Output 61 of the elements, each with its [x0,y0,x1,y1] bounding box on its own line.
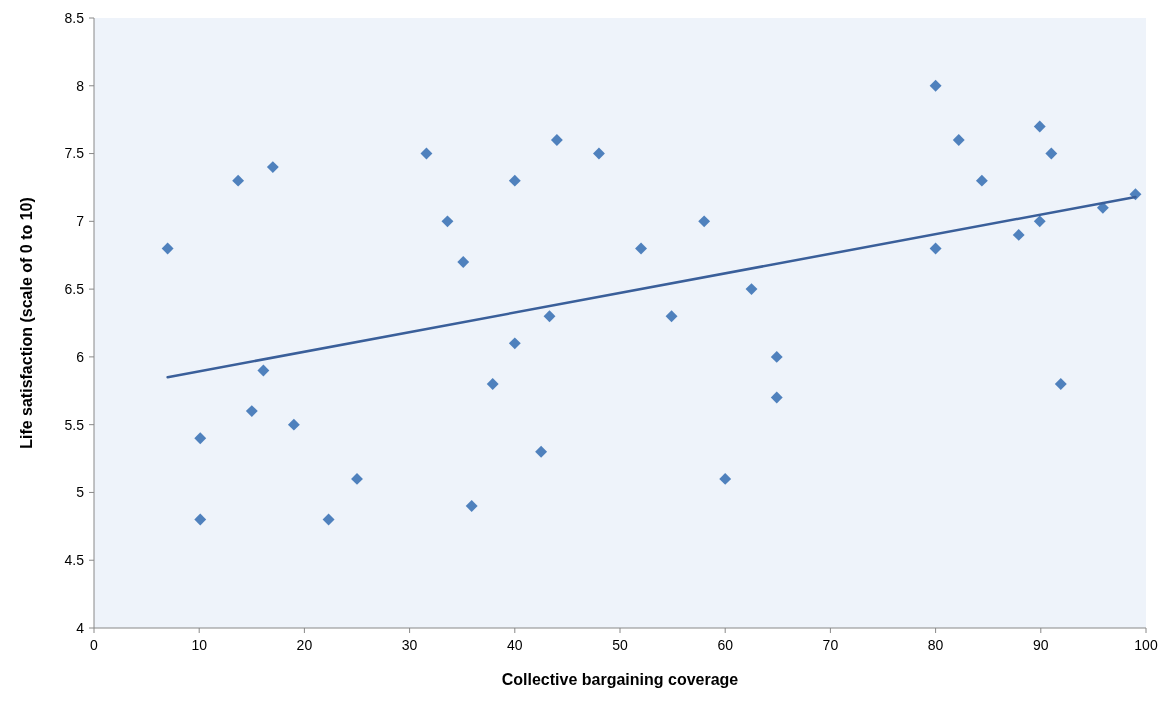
x-tick-label: 20 [296,637,313,653]
point [770,350,783,363]
point [457,256,470,268]
point [543,310,556,323]
point [952,134,965,146]
point [929,242,942,255]
point [975,174,988,187]
point [194,432,207,445]
point [698,215,711,228]
point [508,174,521,187]
point [257,364,270,377]
y-tick-label: 4.5 [64,552,85,569]
point [635,242,647,255]
point [486,378,499,390]
point [593,147,605,160]
point [550,134,563,146]
point [665,310,678,323]
point [232,174,245,187]
x-tick-label: 80 [927,637,944,653]
x-tick-label: 70 [822,637,839,653]
x-tick-label: 100 [1134,637,1158,653]
y-tick-label: 5 [76,484,85,501]
point [322,513,335,526]
x-tick-label: 30 [401,637,418,653]
point [508,337,521,350]
point [351,472,363,485]
y-tick-label: 8.5 [64,9,85,26]
y-tick-label: 7.5 [64,145,85,162]
y-tick-label: 7 [76,213,85,230]
point [245,405,258,418]
x-axis-title: Collective bargaining coverage [501,671,739,688]
point [535,445,548,458]
point [266,161,279,174]
point [770,391,783,404]
point [161,242,174,255]
point [1012,228,1025,241]
x-tick-label: 0 [90,637,99,653]
point [1033,120,1046,133]
point [1054,378,1067,390]
x-tick-label: 40 [507,637,523,653]
x-tick-label: 50 [612,637,628,653]
y-tick-label: 4 [76,619,85,636]
x-tick-label: 90 [1033,637,1049,653]
point [287,418,300,431]
point [745,283,758,296]
x-tick-label: 60 [717,637,734,653]
y-tick-label: 8 [76,77,85,94]
point [1033,215,1046,228]
y-tick-label: 6 [76,348,85,365]
point [929,79,942,92]
y-tick-label: 5.5 [64,416,85,433]
y-axis-title: Life satisfaction (scale of 0 to 10) [18,197,35,449]
point [465,500,478,512]
point [1045,147,1058,160]
point [420,147,433,160]
point [1096,201,1109,214]
point [441,215,454,228]
y-tick-label: 6.5 [64,281,85,298]
point [719,472,732,485]
point [194,513,207,526]
x-tick-label: 10 [191,637,208,653]
